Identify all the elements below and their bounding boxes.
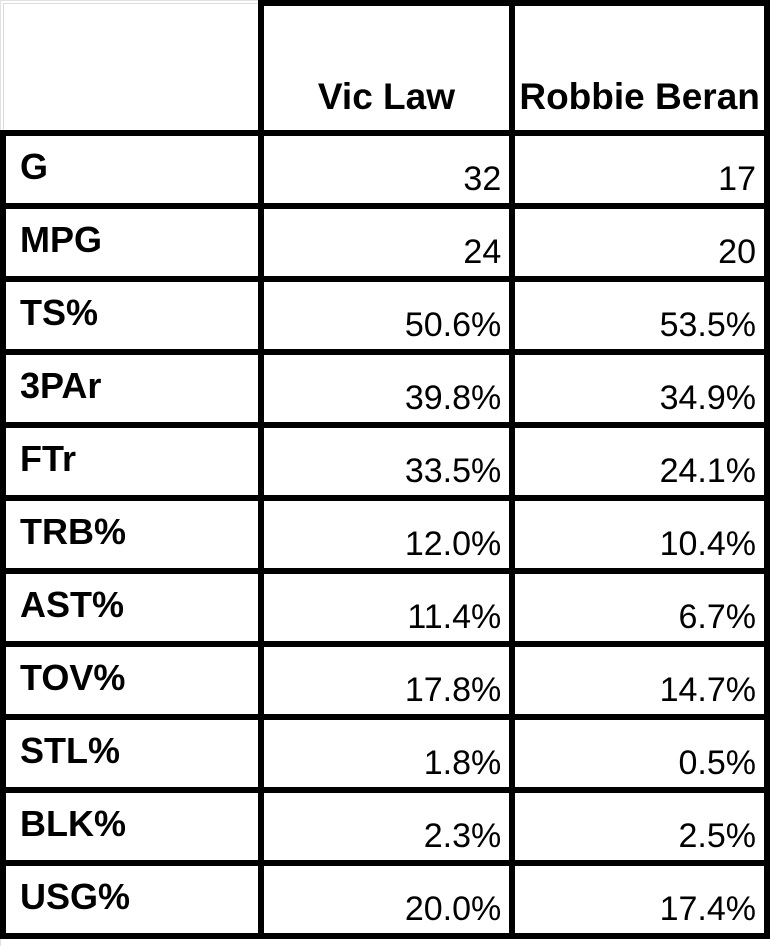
cell-value: 17.8%	[257, 641, 516, 720]
cell-value: 11.4%	[257, 568, 516, 647]
cell-value: 20	[509, 203, 770, 282]
table-row: TS% 50.6% 53.5%	[0, 276, 770, 355]
cell-value: 39.8%	[257, 349, 516, 428]
header-row: Vic Law Robbie Beran	[2, 0, 770, 133]
corner-cell	[2, 2, 261, 133]
table-row: BLK% 2.3% 2.5%	[0, 787, 770, 866]
row-label: TRB%	[0, 495, 264, 574]
cell-value: 17.4%	[509, 860, 770, 939]
table-row: TOV% 17.8% 14.7%	[0, 641, 770, 720]
row-label: AST%	[0, 568, 264, 647]
row-label: G	[0, 130, 264, 209]
column-header-player-2: Robbie Beran	[509, 0, 770, 133]
table-row: AST% 11.4% 6.7%	[0, 568, 770, 647]
cell-value: 2.3%	[257, 787, 516, 866]
cell-value: 14.7%	[509, 641, 770, 720]
row-label: STL%	[0, 714, 264, 793]
table-row: 3PAr 39.8% 34.9%	[0, 349, 770, 428]
cell-value: 33.5%	[257, 422, 516, 501]
row-label: TS%	[0, 276, 264, 355]
row-label: MPG	[0, 203, 264, 282]
column-header-player-1: Vic Law	[257, 0, 516, 133]
cell-value: 10.4%	[509, 495, 770, 574]
cell-value: 24.1%	[509, 422, 770, 501]
table-row: USG% 20.0% 17.4%	[0, 860, 770, 939]
cell-value: 12.0%	[257, 495, 516, 574]
cell-value: 0.5%	[509, 714, 770, 793]
table-row: STL% 1.8% 0.5%	[0, 714, 770, 793]
cell-value: 24	[257, 203, 516, 282]
cell-value: 32	[257, 130, 516, 209]
cell-value: 34.9%	[509, 349, 770, 428]
table-row: MPG 24 20	[0, 203, 770, 282]
cell-value: 6.7%	[509, 568, 770, 647]
cell-value: 53.5%	[509, 276, 770, 355]
cell-value: 20.0%	[257, 860, 516, 939]
cell-value: 50.6%	[257, 276, 516, 355]
table-row: G 32 17	[0, 130, 770, 209]
table-row: TRB% 12.0% 10.4%	[0, 495, 770, 574]
row-label: 3PAr	[0, 349, 264, 428]
cell-value: 1.8%	[257, 714, 516, 793]
row-label: USG%	[0, 860, 264, 939]
cell-value: 17	[509, 130, 770, 209]
table-row: FTr 33.5% 24.1%	[0, 422, 770, 501]
row-label: FTr	[0, 422, 264, 501]
row-label: TOV%	[0, 641, 264, 720]
row-label: BLK%	[0, 787, 264, 866]
cell-value: 2.5%	[509, 787, 770, 866]
